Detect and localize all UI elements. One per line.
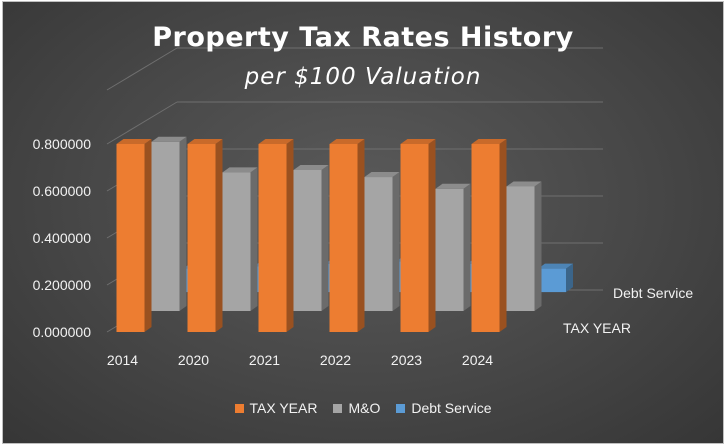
x-tick-label: 2020 [178, 352, 209, 368]
bar-side [144, 139, 152, 332]
legend-swatch [333, 403, 343, 413]
bar-top [258, 139, 294, 144]
bar-side [499, 139, 507, 332]
bar [151, 136, 187, 311]
bar-top [400, 139, 436, 144]
y-tick-label: 0.600000 [33, 183, 92, 199]
chart-title: Property Tax Rates History [152, 22, 574, 53]
bar-top [538, 263, 573, 269]
bar-side [463, 183, 471, 311]
bar-front [293, 170, 322, 311]
bar-side [357, 139, 365, 332]
bar-front [435, 188, 464, 311]
bar-front [151, 141, 180, 311]
legend-swatch [396, 403, 406, 413]
bar [364, 172, 400, 311]
legend-item: Debt Service [396, 400, 492, 416]
bar-top [293, 165, 329, 170]
depth-label: Debt Service [613, 285, 693, 301]
legend-swatch [234, 403, 244, 413]
bar-side [286, 139, 294, 332]
bar [116, 139, 152, 332]
bar-front [364, 177, 393, 311]
legend-label: M&O [348, 400, 381, 416]
bar [222, 167, 258, 311]
bar-top [116, 139, 152, 144]
bar-side [392, 172, 400, 311]
bar-top [471, 139, 507, 144]
bar-front [116, 144, 145, 332]
chart-plot: 0.000000 0.200000 0.400000 0.600000 0.800000… [33, 47, 693, 368]
bar-side [250, 167, 258, 311]
bar-front [187, 144, 216, 332]
bar [187, 139, 223, 332]
bar [506, 181, 542, 311]
bars [116, 136, 573, 332]
x-tick-label: 2014 [107, 352, 138, 368]
chart-legend: TAX YEAR M&O Debt Service [3, 400, 723, 416]
bar-top [364, 172, 400, 178]
chart-subtitle: per $100 Valuation [244, 64, 482, 90]
bar-front [258, 144, 287, 332]
bar [258, 139, 294, 332]
y-tick-label: 0.200000 [33, 277, 92, 293]
depth-label: TAX YEAR [563, 320, 631, 336]
bar-side [215, 139, 223, 332]
y-tick-label: 0.400000 [33, 230, 92, 246]
bar-side [566, 263, 573, 293]
legend-label: TAX YEAR [249, 400, 318, 416]
x-tick-label: 2022 [320, 352, 351, 368]
series-m-o [151, 136, 542, 311]
y-tick-label: 0.000000 [33, 324, 92, 340]
bar-side [428, 139, 436, 332]
legend-item: TAX YEAR [234, 400, 318, 416]
bar-front [400, 144, 429, 332]
bar-front [222, 172, 251, 311]
bar-top [329, 139, 365, 144]
bar [293, 165, 329, 311]
bar-front [506, 186, 535, 311]
bar [538, 263, 573, 293]
bar-top [222, 167, 258, 173]
gridline-side [106, 47, 178, 91]
x-tick-label: 2021 [249, 352, 280, 368]
bar-top [435, 183, 471, 189]
x-tick-label: 2024 [462, 352, 493, 368]
bar-side [321, 165, 329, 311]
bar [471, 139, 507, 332]
bar [435, 183, 471, 311]
bar-top [187, 139, 223, 144]
bar-side [179, 136, 187, 311]
gridline-side [106, 101, 178, 145]
y-tick-label: 0.800000 [33, 136, 92, 152]
bar-front [329, 144, 358, 332]
bar-top [151, 136, 187, 142]
legend-label: Debt Service [411, 400, 492, 416]
bar [400, 139, 436, 332]
bar-side [534, 181, 542, 311]
x-tick-label: 2023 [391, 352, 422, 368]
series-tax-year [116, 139, 507, 332]
bar-front [538, 268, 566, 293]
legend-item: M&O [333, 400, 380, 416]
bar-top [506, 181, 542, 187]
bar [329, 139, 365, 332]
bar-front [471, 144, 500, 332]
